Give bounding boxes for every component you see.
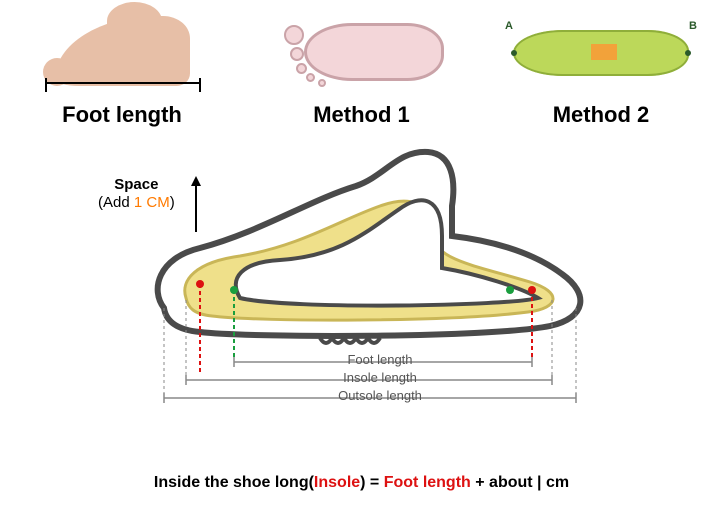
space-add-prefix: (Add	[98, 194, 134, 211]
point-a-label: A	[505, 20, 513, 32]
top-methods-row: Foot length Method 1 A B Method 2	[0, 0, 723, 135]
method-1-caption: Method 1	[313, 102, 410, 128]
formula-insole-word: Insole	[314, 474, 360, 491]
foot-length-caption: Foot length	[62, 102, 182, 128]
foot-length-dim-label: Foot length	[330, 352, 430, 367]
foot-photo-illustration	[12, 8, 232, 98]
insole-formula: Inside the shoe long(Insole) = Foot leng…	[0, 474, 723, 492]
formula-p5: + about | cm	[471, 474, 569, 491]
point-b-label: B	[689, 20, 697, 32]
method-2-block: A B Method 2	[491, 8, 711, 135]
formula-p1: Inside the shoe long(	[154, 474, 314, 491]
formula-p3: ) =	[360, 474, 384, 491]
outsole-length-dim-label: Outsole length	[330, 388, 430, 403]
insole-length-dim-label: Insole length	[330, 370, 430, 385]
footprint-illustration	[252, 8, 472, 98]
method-2-caption: Method 2	[553, 102, 650, 128]
foot-length-block: Foot length	[12, 8, 232, 135]
formula-footlength-word: Foot length	[384, 474, 471, 491]
method-1-block: Method 1	[252, 8, 472, 135]
insole-illustration: A B	[491, 8, 711, 98]
